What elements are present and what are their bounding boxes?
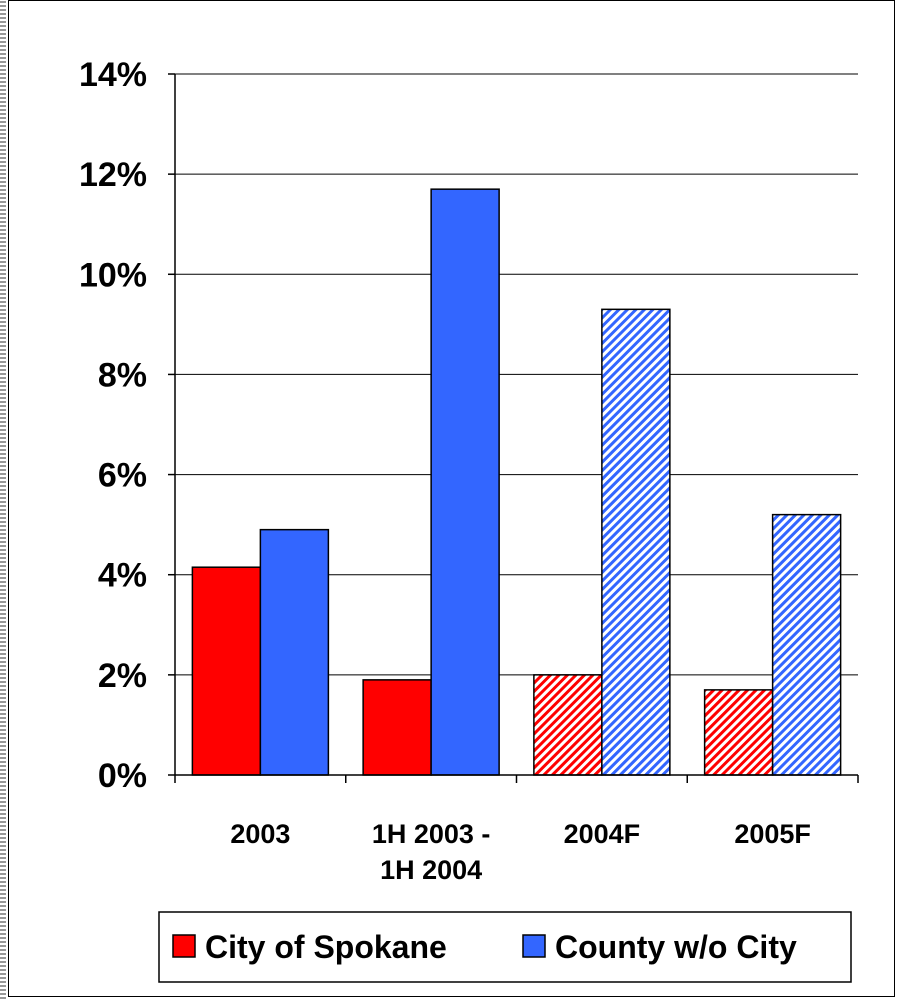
x-tick-labels: 2003 1H 2003 -1H 2004 2004F 2005F — [230, 819, 811, 885]
y-tick-label: 10% — [79, 256, 147, 294]
legend-label: County w/o City — [555, 929, 797, 965]
bar-county-0 — [259, 528, 330, 776]
x-tick-label: 2004F — [564, 819, 641, 849]
legend-swatch — [522, 934, 546, 958]
bars — [191, 188, 842, 776]
y-tick-label: 0% — [98, 757, 147, 795]
bar-chart: 0% 2% 4% 6% 8% 10% 12% 14% 2003 1H 2003 -1H 2004… — [79, 56, 859, 983]
legend: City of Spokane County w/o City — [158, 911, 852, 983]
legend-box — [158, 911, 852, 983]
bar-city-0 — [191, 566, 262, 776]
bar-city-3 — [703, 689, 774, 776]
y-tick-label: 6% — [98, 457, 147, 495]
y-tick-label: 2% — [98, 657, 147, 695]
legend-swatch — [172, 934, 196, 958]
left-edge-decoration — [0, 0, 6, 999]
y-tick-label: 12% — [79, 156, 147, 194]
bar-county-2 — [601, 308, 671, 776]
bar-county-3 — [771, 513, 842, 776]
chart-frame: 0% 2% 4% 6% 8% 10% 12% 14% 2003 1H 2003 -1H 2004… — [8, 0, 895, 997]
bar-county-1 — [430, 188, 500, 776]
y-tick-label: 4% — [98, 557, 147, 595]
x-tick-label: 2005F — [734, 819, 811, 849]
x-tick-label: 2003 — [230, 819, 290, 849]
y-tick-labels: 0% 2% 4% 6% 8% 10% 12% 14% — [79, 56, 147, 795]
axes — [168, 73, 859, 783]
legend-label: City of Spokane — [205, 929, 447, 965]
y-tick-label: 14% — [79, 56, 147, 94]
y-tick-label: 8% — [98, 356, 147, 394]
bar-city-2 — [533, 674, 603, 776]
bar-city-1 — [362, 679, 432, 776]
x-tick-label: 1H 2003 -1H 2004 — [372, 819, 491, 885]
